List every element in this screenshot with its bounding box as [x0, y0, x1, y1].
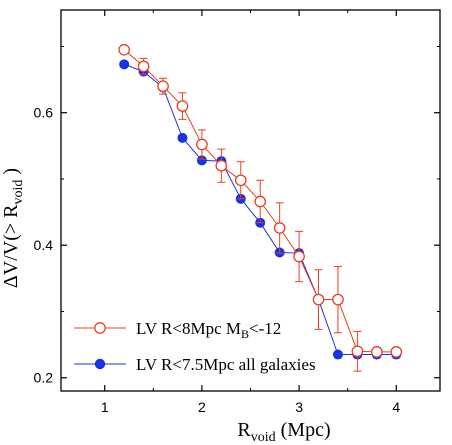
legend-marker: [94, 322, 106, 334]
data-point: [196, 155, 207, 166]
data-series: [118, 43, 403, 372]
data-point: [118, 43, 131, 56]
legend: LV R<8Mpc MB<-12 LV R<7.5Mpc all galaxies: [74, 319, 316, 374]
x-tick-label: 2: [198, 399, 206, 415]
legend-label: LV R<8Mpc MB<-12: [136, 319, 281, 341]
y-axis: 0.2 0.4 0.6: [34, 45, 440, 386]
data-point: [332, 293, 344, 306]
data-point: [215, 159, 228, 172]
legend-marker: [94, 358, 106, 370]
data-point: [137, 60, 150, 73]
x-tick-label: 1: [101, 399, 109, 415]
series-1: [118, 43, 403, 372]
data-point: [351, 345, 364, 358]
x-axis-title: Rvoid (Mpc): [237, 419, 330, 445]
data-point: [390, 346, 403, 358]
legend-item-2: LV R<7.5Mpc all galaxies: [74, 355, 316, 374]
y-tick-label: 0.2: [34, 370, 54, 386]
data-point: [370, 346, 383, 358]
data-point: [312, 293, 325, 306]
data-point: [332, 349, 343, 360]
x-tick-label: 4: [392, 399, 400, 415]
data-point: [293, 250, 305, 263]
data-point: [273, 222, 286, 234]
data-point: [196, 138, 208, 151]
x-tick-label: 3: [295, 399, 303, 415]
x-axis: 1 2 3 4: [101, 10, 400, 415]
y-axis-title: ΔV/V(> Rvoid ): [0, 168, 26, 288]
data-point: [119, 59, 130, 70]
data-point: [234, 174, 247, 187]
legend-label: LV R<7.5Mpc all galaxies: [136, 355, 316, 374]
data-point: [177, 132, 188, 143]
data-point: [176, 100, 189, 112]
data-point: [157, 80, 169, 93]
y-tick-label: 0.4: [34, 237, 54, 253]
legend-item-1: LV R<8Mpc MB<-12: [74, 319, 281, 341]
data-point: [254, 195, 267, 208]
y-tick-label: 0.6: [34, 105, 54, 121]
